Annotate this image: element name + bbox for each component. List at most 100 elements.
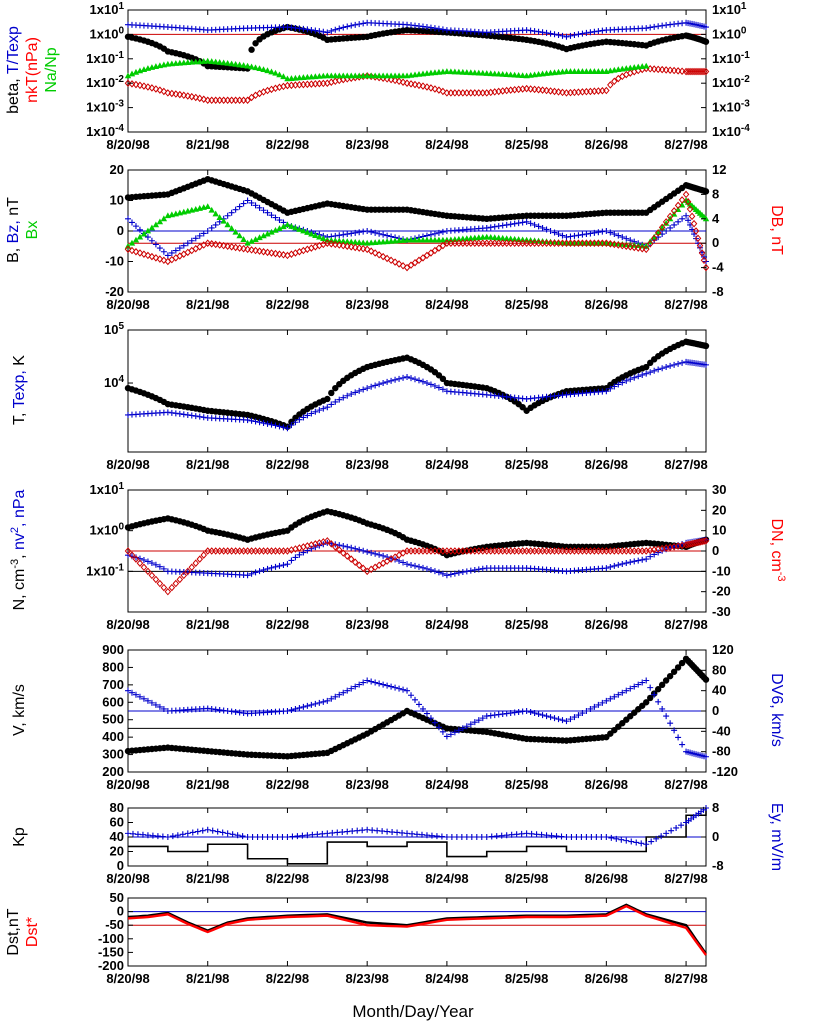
data-point — [651, 23, 658, 30]
data-point — [555, 32, 562, 39]
data-point — [376, 230, 383, 237]
x-tick-label: 8/23/98 — [345, 457, 388, 472]
data-point — [328, 27, 335, 34]
data-point — [411, 80, 419, 89]
data-point — [696, 241, 704, 250]
y-tick-label-right: 1x10-3 — [712, 99, 750, 115]
data-point — [232, 206, 239, 213]
data-point — [328, 695, 335, 702]
data-point — [412, 376, 419, 383]
x-tick-label: 8/27/98 — [664, 777, 707, 792]
data-point — [240, 200, 247, 207]
x-tick-label: 8/20/98 — [106, 457, 149, 472]
data-point — [124, 245, 132, 254]
data-point — [463, 723, 470, 730]
data-point — [384, 682, 391, 689]
data-point — [495, 70, 502, 77]
data-point — [591, 28, 598, 35]
data-point — [152, 575, 160, 584]
data-point — [272, 563, 279, 570]
data-point — [364, 228, 371, 234]
data-point — [583, 29, 590, 36]
data-point — [264, 209, 271, 216]
data-point — [352, 229, 359, 236]
y-tick-label: 40 — [110, 829, 124, 844]
data-point — [563, 234, 570, 241]
data-point — [212, 210, 219, 217]
data-point — [692, 227, 700, 235]
data-point — [700, 537, 708, 546]
data-point — [659, 365, 666, 372]
y-tick-label-right: 1x100 — [712, 25, 747, 41]
data-point — [380, 552, 387, 559]
data-point — [199, 827, 206, 834]
data-point — [363, 72, 371, 80]
data-point — [547, 228, 554, 234]
data-point — [188, 563, 196, 572]
x-tick-label: 8/27/98 — [664, 297, 707, 312]
data-point — [180, 242, 187, 249]
data-point — [447, 731, 454, 738]
data-point — [539, 29, 546, 36]
data-point — [128, 246, 136, 255]
data-point — [184, 411, 191, 418]
data-point — [702, 215, 710, 222]
data-point — [623, 242, 630, 251]
data-point — [332, 384, 339, 392]
data-point — [646, 694, 654, 702]
data-point — [152, 561, 159, 568]
y-tick-label: 60 — [110, 815, 124, 830]
data-point — [280, 73, 287, 80]
data-point — [688, 212, 696, 221]
data-point — [264, 248, 271, 257]
data-point — [176, 245, 183, 252]
x-tick-label: 8/25/98 — [505, 777, 548, 792]
data-point — [320, 405, 327, 412]
data-point — [148, 699, 155, 706]
data-point — [200, 414, 207, 421]
data-point — [403, 263, 411, 272]
data-point — [384, 554, 391, 561]
data-point — [547, 30, 554, 37]
data-point — [659, 547, 666, 554]
data-point — [423, 251, 431, 260]
data-point — [136, 81, 144, 90]
data-point — [551, 229, 558, 236]
data-point — [252, 202, 259, 209]
data-point — [244, 96, 251, 105]
data-point — [156, 563, 163, 570]
data-point — [559, 88, 566, 97]
data-point — [256, 419, 263, 426]
data-point — [527, 220, 534, 227]
data-point — [340, 689, 347, 696]
data-point — [184, 240, 191, 247]
data-point — [212, 221, 219, 228]
data-point — [423, 710, 430, 717]
data-point — [439, 728, 446, 735]
data-point — [499, 70, 506, 77]
x-axis-title: Month/Day/Year — [352, 1002, 474, 1021]
data-point — [662, 66, 670, 74]
data-point — [702, 537, 710, 545]
data-point — [367, 247, 375, 255]
data-point — [607, 81, 614, 89]
data-point — [702, 188, 710, 195]
data-point — [156, 703, 163, 710]
x-tick-label: 8/24/98 — [425, 617, 468, 632]
data-point — [400, 686, 407, 693]
data-point — [228, 243, 235, 251]
series-line — [127, 903, 707, 955]
y-axis-label-right: DV6, km/s — [768, 673, 785, 747]
data-point — [611, 693, 618, 700]
data-point — [387, 256, 395, 265]
data-point — [276, 562, 283, 569]
x-tick-label: 8/25/98 — [505, 871, 548, 886]
x-tick-label: 8/27/98 — [664, 137, 707, 152]
data-point — [328, 401, 335, 408]
data-point — [619, 241, 626, 250]
data-point — [136, 226, 143, 233]
data-point — [375, 251, 383, 259]
data-point — [292, 224, 299, 231]
data-point — [463, 568, 470, 575]
data-point — [168, 583, 176, 592]
